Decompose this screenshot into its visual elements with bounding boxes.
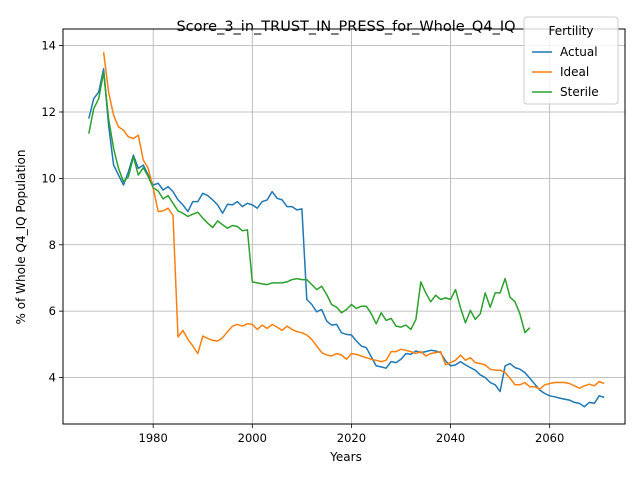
series-lines (88, 52, 605, 408)
series-line-ideal (102, 52, 605, 390)
y-axis-label: % of Whole Q4_IQ Population (14, 150, 28, 325)
x-axis: 1980 2000 2020 2040 2060 (139, 424, 564, 445)
y-tick-label: 12 (41, 105, 56, 119)
legend-label-actual: Actual (560, 45, 598, 59)
x-tick-label: 2060 (535, 431, 564, 445)
y-tick-label: 10 (41, 171, 56, 185)
legend: Fertility Actual Ideal Sterile (523, 16, 619, 105)
y-tick-label: 8 (49, 238, 56, 252)
y-tick-label: 14 (41, 39, 56, 53)
chart-title: Score_3_in_TRUST_IN_PRESS_for_Whole_Q4_I… (176, 19, 515, 35)
legend-title: Fertility (548, 24, 593, 38)
plot-area-frame (62, 28, 626, 425)
legend-label-ideal: Ideal (560, 65, 589, 79)
legend-box (523, 16, 619, 105)
y-axis: 4 6 8 10 12 14 (41, 39, 63, 385)
series-line-actual (88, 68, 605, 408)
x-tick-label: 1980 (139, 431, 168, 445)
x-tick-label: 2000 (238, 431, 267, 445)
x-tick-label: 2040 (436, 431, 465, 445)
legend-label-sterile: Sterile (560, 85, 599, 99)
x-axis-label: Years (329, 450, 362, 464)
y-tick-label: 6 (49, 304, 56, 318)
y-tick-label: 4 (49, 371, 56, 385)
x-tick-label: 2020 (337, 431, 366, 445)
series-line-sterile (88, 71, 531, 334)
grid-lines (63, 29, 625, 424)
